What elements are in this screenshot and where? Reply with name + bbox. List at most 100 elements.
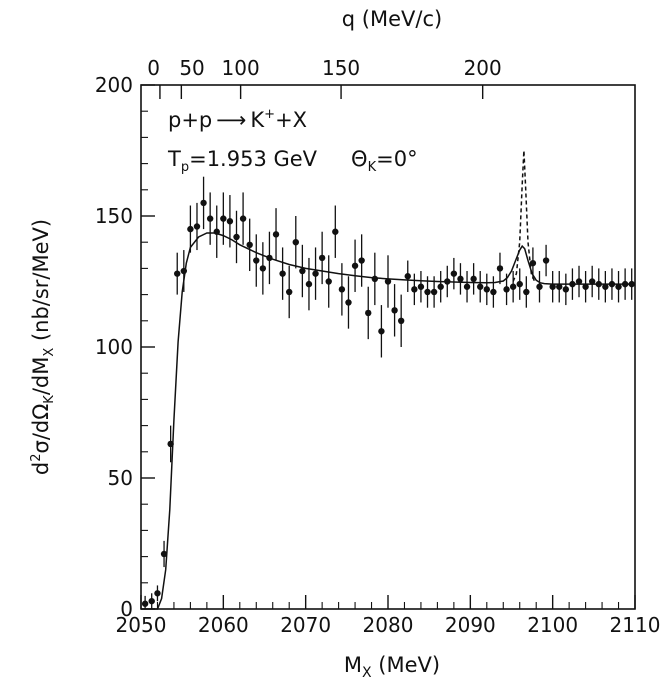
- data-point: [575, 278, 583, 285]
- data-point: [292, 239, 299, 246]
- data-point: [345, 299, 352, 306]
- x-tick-label: 2070: [280, 613, 331, 637]
- x-axis-title-sub: X: [362, 665, 372, 681]
- data-point: [299, 267, 306, 275]
- data-point: [325, 278, 332, 285]
- data-point: [332, 228, 339, 235]
- beam-value: =1.953 GeV: [189, 147, 318, 171]
- top-tick-label: 100: [222, 56, 260, 80]
- data-point: [615, 283, 622, 290]
- x-axis-title-main: M: [344, 653, 362, 677]
- data-point: [483, 286, 490, 293]
- data-point: [286, 288, 293, 296]
- y-tick-label: 0: [120, 597, 133, 621]
- data-point: [193, 223, 201, 230]
- top-tick-label: 200: [464, 56, 502, 80]
- beam-p: p: [181, 160, 189, 175]
- data-point: [424, 288, 431, 296]
- data-point: [253, 257, 260, 264]
- x-tick-label: 2050: [116, 613, 167, 637]
- beam-annotation: Tp=1.953 GeV ΘK=0°: [167, 147, 418, 175]
- data-point: [516, 280, 523, 288]
- data-point: [338, 286, 346, 293]
- data-point: [378, 328, 385, 335]
- y-tick-label: 200: [95, 73, 133, 97]
- reaction-annotation: p+p ⟶ K++X: [168, 107, 307, 132]
- data-point: [180, 267, 188, 275]
- data-point: [167, 440, 174, 448]
- top-tick-label: 150: [322, 56, 360, 80]
- y-axis-title-d: d: [29, 462, 53, 475]
- data-point: [595, 280, 602, 288]
- top-axis-title: q (MeV/c): [342, 7, 442, 31]
- data-point: [148, 597, 155, 605]
- beam-theta-value: =0°: [376, 147, 417, 171]
- top-tick-label: 50: [179, 56, 204, 80]
- y-axis-title-x: X: [42, 348, 57, 357]
- data-point: [496, 265, 504, 272]
- data-point: [305, 280, 313, 288]
- data-point: [503, 286, 510, 293]
- y-tick-label: 100: [95, 335, 133, 359]
- data-point: [187, 225, 194, 233]
- y-axis-title-k: K: [42, 395, 57, 404]
- data-point: [588, 278, 596, 285]
- data-point: [272, 231, 280, 238]
- data-point: [397, 317, 405, 324]
- x-axis-title-unit: (MeV): [372, 653, 440, 677]
- x-tick-label: 2080: [363, 613, 414, 637]
- data-point: [206, 215, 214, 222]
- data-point: [239, 215, 247, 222]
- y-tick-label: 50: [108, 466, 133, 490]
- data-point: [444, 278, 451, 285]
- x-tick-label: 2110: [610, 613, 661, 637]
- data-point: [351, 262, 359, 269]
- x-tick-label: 2100: [527, 613, 578, 637]
- y-axis-title-sup: 2: [29, 453, 44, 461]
- top-tick-label: 0: [147, 56, 160, 80]
- reaction-arrow: ⟶: [216, 108, 246, 132]
- data-point: [246, 241, 253, 249]
- fit-curves: [141, 150, 635, 610]
- data-point: [174, 270, 181, 277]
- data-point: [569, 280, 576, 288]
- data-point: [628, 280, 635, 288]
- reaction-k: K: [250, 108, 265, 132]
- x-tick-label: 2060: [198, 613, 249, 637]
- tick-labels: 2050 2060 2070 2080 2090 2100 2110 0 50 100 150 200…: [95, 56, 661, 637]
- data-point: [470, 275, 477, 283]
- x-tick-label: 2090: [445, 613, 496, 637]
- y-axis-title-unit: (nb/sr/MeV): [29, 219, 53, 348]
- data-point: [582, 283, 589, 290]
- y-axis-title-dm: /dM: [29, 357, 53, 396]
- data-point: [477, 283, 484, 290]
- reaction-lhs: p+p: [168, 108, 212, 132]
- data-point: [200, 199, 207, 207]
- beam-t: T: [167, 147, 181, 171]
- beam-theta-k: K: [368, 160, 377, 175]
- data-point: [450, 270, 458, 277]
- reaction-x: +X: [275, 108, 307, 132]
- data-point: [391, 307, 398, 314]
- data-point: [404, 273, 411, 280]
- data-point: [365, 309, 372, 317]
- data-point: [417, 283, 425, 290]
- data-point: [542, 257, 550, 264]
- y-axis-title-sigma: σ/dΩ: [29, 404, 53, 454]
- data-point: [358, 257, 365, 264]
- y-axis-title: d2σ/dΩK/dMX (nb/sr/MeV): [29, 219, 57, 475]
- data-point: [430, 288, 438, 296]
- x-axis-title: MX (MeV): [344, 653, 440, 681]
- data-point: [213, 228, 220, 235]
- data-point: [220, 215, 227, 222]
- data-point: [457, 275, 464, 283]
- data-point: [556, 283, 563, 290]
- data-point: [608, 280, 616, 288]
- data-point: [490, 288, 497, 296]
- error-bars: [144, 176, 633, 609]
- data-point: [536, 283, 543, 290]
- data-point: [523, 288, 530, 296]
- data-point: [160, 550, 168, 558]
- y-tick-label: 150: [95, 204, 133, 228]
